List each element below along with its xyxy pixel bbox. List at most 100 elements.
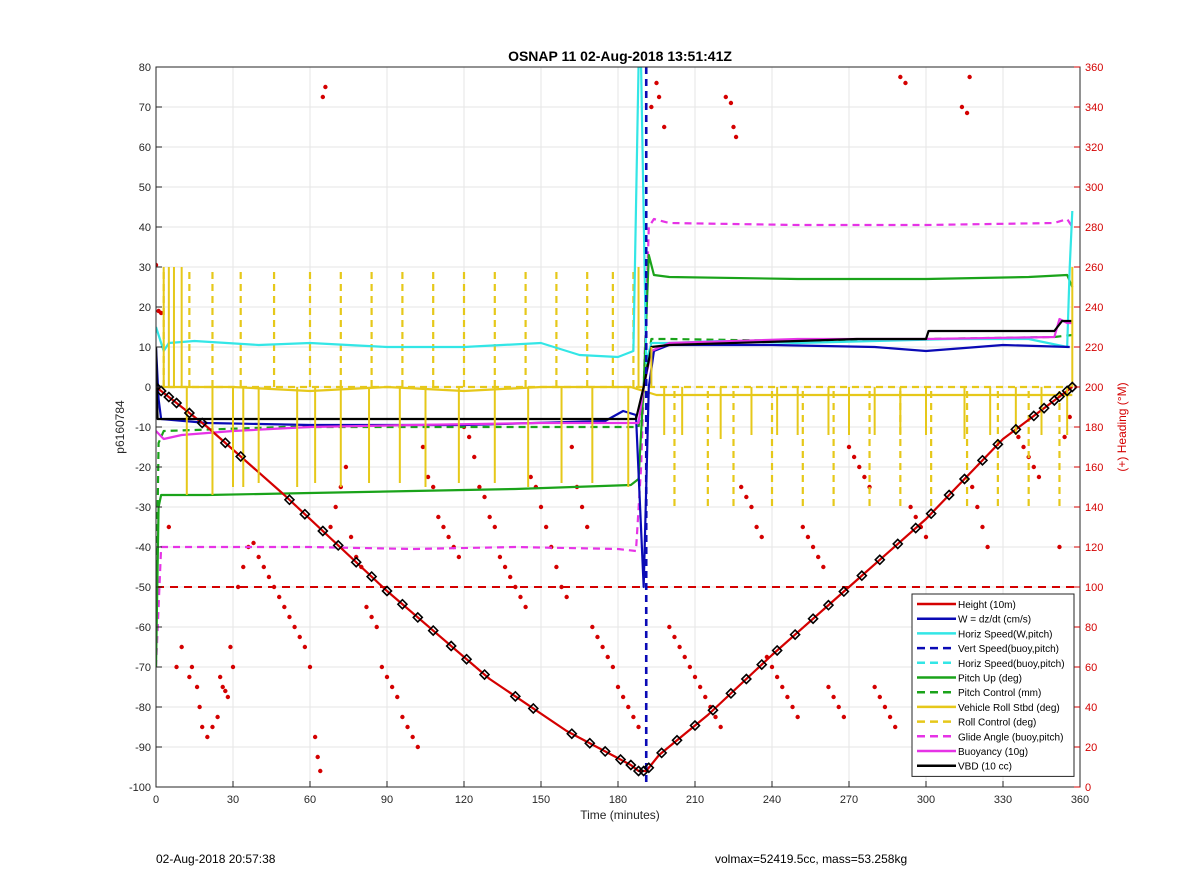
heading-point	[682, 654, 687, 660]
heading-point	[472, 454, 477, 460]
heading-point	[482, 494, 487, 500]
x-tick-label: 360	[1071, 794, 1089, 806]
dive-marker	[856, 570, 868, 582]
heading-point	[389, 684, 395, 690]
dive-marker	[874, 554, 886, 566]
dive-marker	[656, 747, 668, 759]
heading-point	[1062, 434, 1067, 440]
x-tick-label: 240	[763, 794, 781, 806]
heading-point	[559, 584, 564, 590]
heading-point	[759, 534, 764, 540]
heading-point	[800, 524, 805, 530]
series-line-vbd-10-cc-	[156, 319, 1073, 421]
dive-marker	[317, 525, 329, 537]
footer-timestamp: 02-Aug-2018 20:57:38	[156, 852, 276, 866]
heading-point	[882, 704, 888, 710]
x-tick-label: 210	[686, 794, 704, 806]
heading-point	[846, 444, 852, 450]
y-axis-label: p6160784	[113, 400, 127, 454]
heading-point	[733, 134, 739, 140]
dive-marker	[1053, 390, 1066, 403]
legend-entry: Vehicle Roll Stbd (deg)	[958, 703, 1060, 714]
heading-point	[1016, 434, 1021, 440]
heading-point	[318, 768, 323, 774]
x-tick-label: 60	[304, 794, 316, 806]
dive-marker	[1066, 381, 1078, 393]
heading-point	[415, 744, 420, 750]
y-tick-label: -70	[135, 662, 151, 674]
dive-marker	[771, 644, 783, 657]
heading-point	[410, 734, 415, 740]
heading-point	[194, 684, 200, 690]
heading-point	[713, 714, 718, 720]
heading-point	[841, 714, 847, 720]
heading-point	[620, 694, 626, 700]
y-tick-label: 30	[139, 262, 151, 274]
dive-marker	[943, 489, 955, 501]
legend-entry: Pitch Up (deg)	[958, 674, 1022, 685]
heading-point	[502, 564, 508, 570]
legend-box	[911, 593, 1075, 777]
heading-point	[605, 654, 610, 660]
heading-point	[872, 684, 877, 690]
heading-point	[687, 664, 693, 670]
heading-point	[816, 554, 821, 560]
heading-point	[667, 624, 672, 630]
heading-point	[230, 664, 236, 670]
heading-point	[225, 694, 231, 700]
heading-point	[312, 734, 318, 740]
heading-point	[774, 674, 780, 680]
x-tick-label: 0	[153, 794, 159, 806]
heading-point	[826, 684, 831, 690]
heading-point	[235, 584, 241, 590]
x-tick-label: 330	[994, 794, 1012, 806]
dive-marker	[789, 628, 801, 641]
heading-point	[975, 504, 980, 510]
dive-marker	[707, 704, 719, 716]
heading-point	[1036, 474, 1042, 480]
y2-tick-label: 160	[1085, 462, 1103, 474]
heading-point	[256, 554, 261, 560]
legend-entry: Roll Control (deg)	[958, 718, 1036, 729]
heading-point	[187, 674, 192, 680]
heading-point	[508, 574, 513, 580]
heading-point	[908, 504, 913, 510]
heading-point	[405, 724, 410, 730]
heading-point	[487, 514, 492, 520]
legend-entry: Horiz Speed(W,pitch)	[958, 629, 1052, 640]
heading-point	[425, 474, 431, 480]
y2-tick-label: 120	[1085, 542, 1103, 554]
heading-point	[615, 684, 621, 690]
heading-point	[189, 664, 195, 670]
heading-point	[744, 494, 749, 500]
heading-point	[810, 544, 816, 550]
dive-marker	[196, 417, 208, 429]
x-tick-label: 90	[381, 794, 393, 806]
heading-point	[718, 724, 723, 730]
dive-marker	[689, 719, 701, 732]
heading-point	[749, 504, 754, 510]
heading-point	[697, 684, 703, 690]
y2-tick-label: 320	[1085, 142, 1103, 154]
heading-point	[266, 574, 272, 580]
y2-tick-label: 220	[1085, 342, 1103, 354]
dive-marker	[976, 454, 989, 466]
y-tick-label: -20	[135, 462, 151, 474]
y2-tick-label: 240	[1085, 302, 1103, 314]
heading-point	[731, 124, 736, 130]
x-tick-label: 120	[455, 794, 473, 806]
legend: Height (10m) W = dz/dt (cm/s) Horiz Speed(…	[911, 593, 1075, 777]
x-tick-label: 180	[609, 794, 627, 806]
dive-marker	[599, 745, 611, 758]
dive-marker	[183, 407, 195, 419]
heading-point	[656, 94, 662, 100]
dive-marker	[509, 690, 521, 702]
heading-point	[523, 604, 528, 610]
heading-point	[166, 524, 172, 530]
dive-marker	[822, 599, 835, 611]
heading-point	[400, 714, 405, 720]
heading-point	[662, 124, 667, 130]
y-tick-label: -40	[135, 542, 151, 554]
heading-point	[328, 524, 333, 530]
